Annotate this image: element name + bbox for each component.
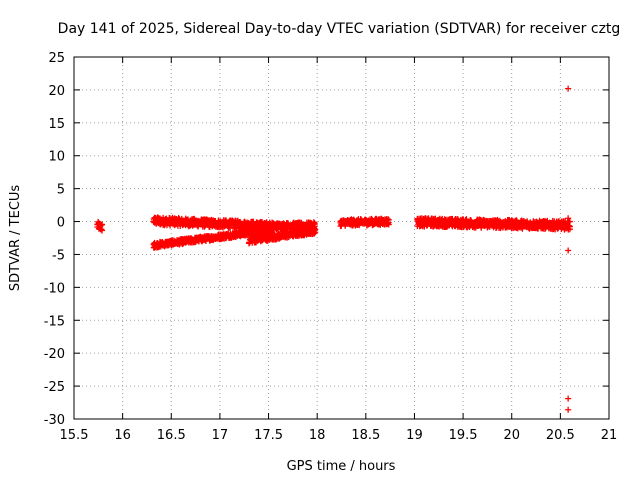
y-tick-label: 10 xyxy=(48,150,65,165)
x-tick-label: 20 xyxy=(503,428,520,443)
data-point xyxy=(99,227,106,234)
x-tick-label: 19 xyxy=(406,428,423,443)
chart-title: Day 141 of 2025, Sidereal Day-to-day VTE… xyxy=(58,21,621,37)
x-tick-label: 18 xyxy=(309,428,326,443)
y-tick-label: 5 xyxy=(57,183,65,198)
x-tick-label: 17 xyxy=(212,428,229,443)
x-tick-label: 16.5 xyxy=(157,428,186,443)
y-tick-label: 25 xyxy=(48,51,65,66)
x-tick-label: 20.5 xyxy=(546,428,575,443)
y-tick-label: 20 xyxy=(48,84,65,99)
data-point xyxy=(385,221,392,228)
y-tick-label: -15 xyxy=(44,314,65,329)
data-point xyxy=(311,230,318,237)
data-points xyxy=(94,85,573,413)
x-tick-labels: 15.5 16 16.5 17 17.5 18 18.5 19 19.5 20 20.5 21 xyxy=(60,428,618,443)
x-tick-label: 17.5 xyxy=(254,428,283,443)
data-point xyxy=(566,222,573,229)
data-point xyxy=(384,220,391,227)
data-point xyxy=(311,223,318,230)
y-tick-label: -10 xyxy=(44,281,65,296)
y-tick-label: -20 xyxy=(44,347,65,362)
data-point xyxy=(565,247,572,254)
data-point xyxy=(566,218,573,225)
y-tick-label: 0 xyxy=(57,216,65,231)
data-point xyxy=(99,221,106,228)
x-tick-label: 18.5 xyxy=(351,428,380,443)
y-tick-label: 15 xyxy=(48,117,65,132)
x-tick-label: 21 xyxy=(601,428,618,443)
x-tick-label: 16 xyxy=(114,428,131,443)
y-axis-label: SDTVAR / TECUs xyxy=(8,185,23,292)
plot-frame xyxy=(73,56,610,420)
data-point xyxy=(566,226,573,233)
data-point xyxy=(565,215,572,222)
data-point xyxy=(565,406,572,413)
y-tick-label: -5 xyxy=(52,248,65,263)
y-tick-labels: 25 20 15 10 5 0 -5 -10 -15 -20 -25 -30 xyxy=(44,51,65,428)
x-tick-label: 19.5 xyxy=(449,428,478,443)
y-tick-label: -30 xyxy=(44,413,65,428)
data-point xyxy=(565,85,572,92)
grid-lines xyxy=(73,56,610,420)
x-tick-label: 15.5 xyxy=(60,428,89,443)
x-axis-label: GPS time / hours xyxy=(287,459,396,474)
data-point xyxy=(565,395,572,402)
y-tick-label: -25 xyxy=(44,380,65,395)
data-point xyxy=(541,226,548,233)
